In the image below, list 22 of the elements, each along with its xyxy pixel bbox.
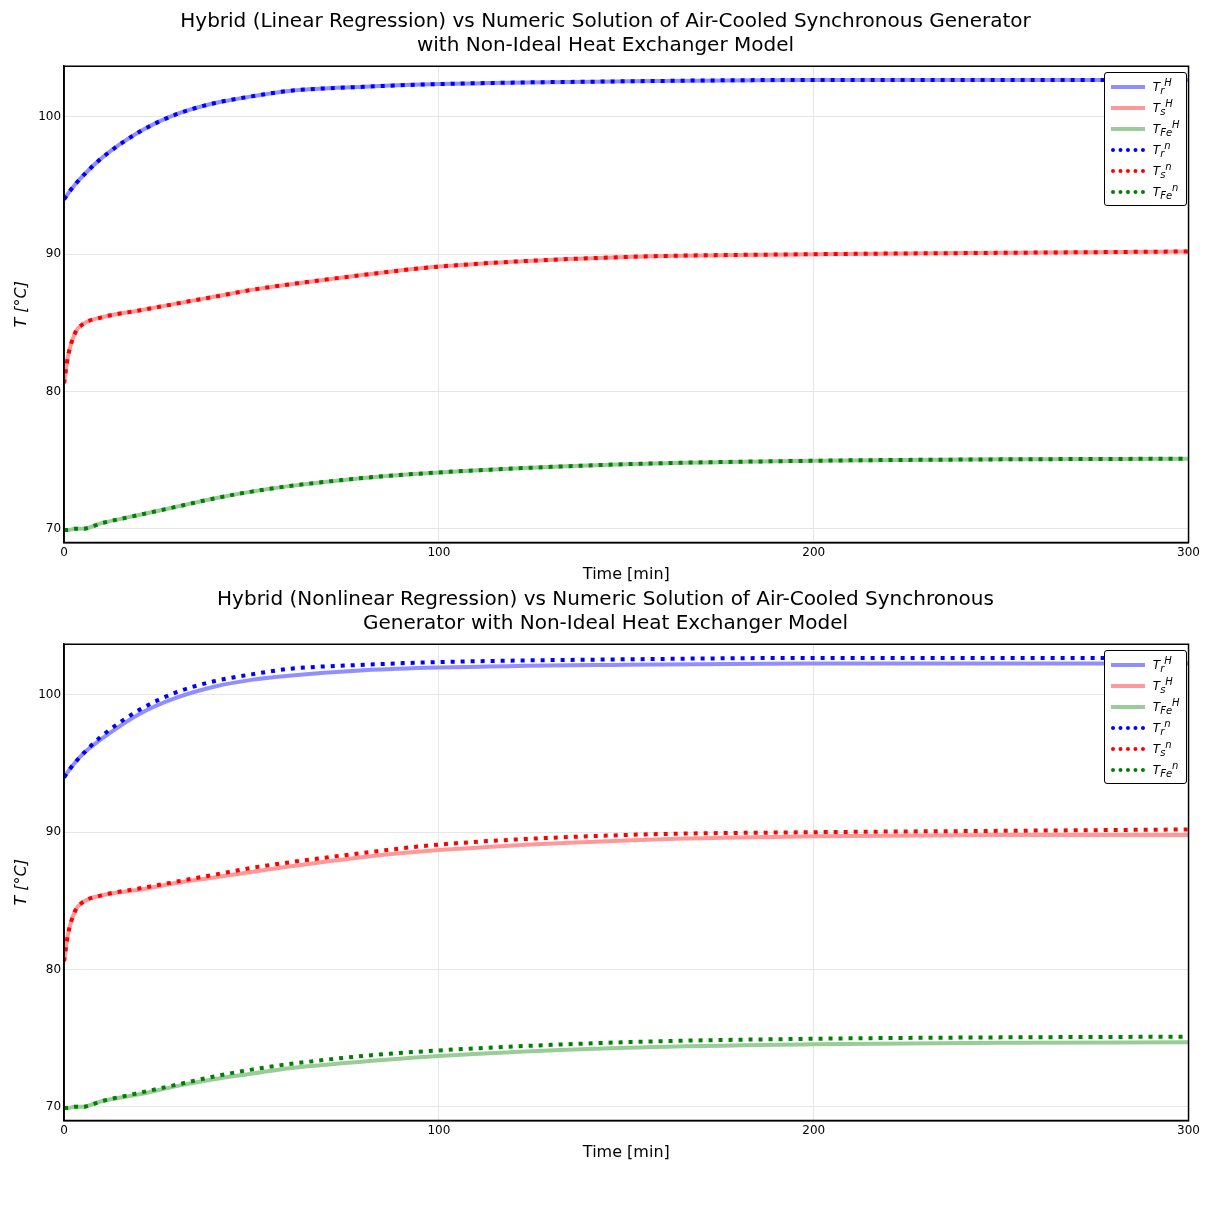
chart-title: Hybrid (Linear Regression) vs Numeric Solution of Air-Cooled Synchronous Generator with Non-Ideal Heat Exchanger Model	[179, 8, 1032, 56]
y-tick-label: 90	[45, 246, 62, 261]
x-tick-label: 300	[1177, 544, 1200, 559]
x-axis-title: Time [min]	[581, 563, 670, 583]
y-axis-title: T [°C]	[10, 281, 30, 328]
y-tick-label: 100	[38, 109, 62, 124]
x-tick-label: 0	[60, 544, 68, 559]
y-tick-label: 80	[45, 961, 62, 976]
x-tick-label: 200	[802, 544, 826, 559]
x-tick-label: 100	[427, 544, 451, 559]
y-axis-title: T [°C]	[10, 859, 30, 906]
x-tick-label: 300	[1177, 1122, 1200, 1137]
y-tick-label: 70	[45, 520, 62, 535]
y-tick-label: 80	[45, 383, 62, 398]
y-tick-label: 70	[45, 1098, 62, 1113]
y-tick-label: 90	[45, 824, 62, 839]
y-tick-label: 100	[38, 687, 62, 702]
x-axis-title: Time [min]	[581, 1141, 670, 1161]
x-tick-label: 0	[60, 1122, 68, 1137]
chart-title: Hybrid (Nonlinear Regression) vs Numeric Solution of Air-Cooled Synchronous Generator with Non-Ideal Heat Exchanger Model	[216, 586, 995, 634]
x-tick-label: 200	[802, 1122, 826, 1137]
x-tick-label: 100	[427, 1122, 451, 1137]
